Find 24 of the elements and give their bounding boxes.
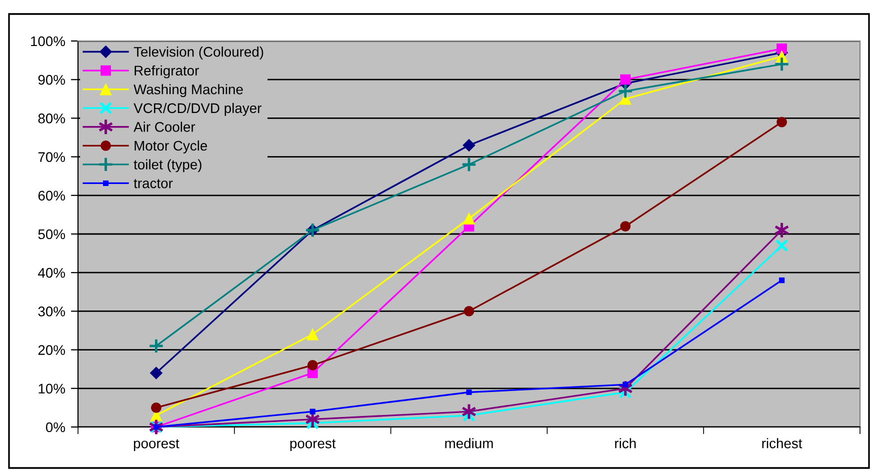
x-tick-label: medium	[445, 438, 493, 448]
x-tick-label: poorest	[134, 439, 180, 452]
y-tick-label: 30%	[38, 306, 66, 316]
legend-label: Television (Coloured)	[134, 46, 264, 60]
y-tick-label: 0%	[46, 422, 66, 432]
legend-label: Air Cooler	[134, 122, 196, 132]
legend-label: Motor Cycle	[134, 140, 208, 154]
y-tick-label: 80%	[38, 114, 66, 124]
y-tick-label: 100%	[31, 36, 66, 46]
legend-label: toilet (type)	[134, 159, 202, 172]
legend-label: Washing Machine	[134, 84, 243, 98]
x-tick-label: richest	[762, 438, 802, 448]
legend-label: VCR/CD/DVD player	[134, 102, 262, 116]
y-tick-label: 20%	[38, 345, 66, 355]
x-tick-label: rich	[615, 438, 636, 448]
legend-label: Refrigrator	[134, 65, 199, 78]
y-tick-label: 10%	[38, 384, 66, 394]
y-tick-label: 60%	[38, 190, 66, 201]
y-tick-label: 90%	[38, 74, 66, 85]
y-tick-label: 50%	[38, 229, 66, 240]
legend-label: tractor	[134, 179, 173, 188]
y-tick-label: 70%	[38, 152, 66, 162]
x-tick-label: poorest	[290, 439, 336, 452]
y-tick-label: 40%	[38, 268, 66, 278]
